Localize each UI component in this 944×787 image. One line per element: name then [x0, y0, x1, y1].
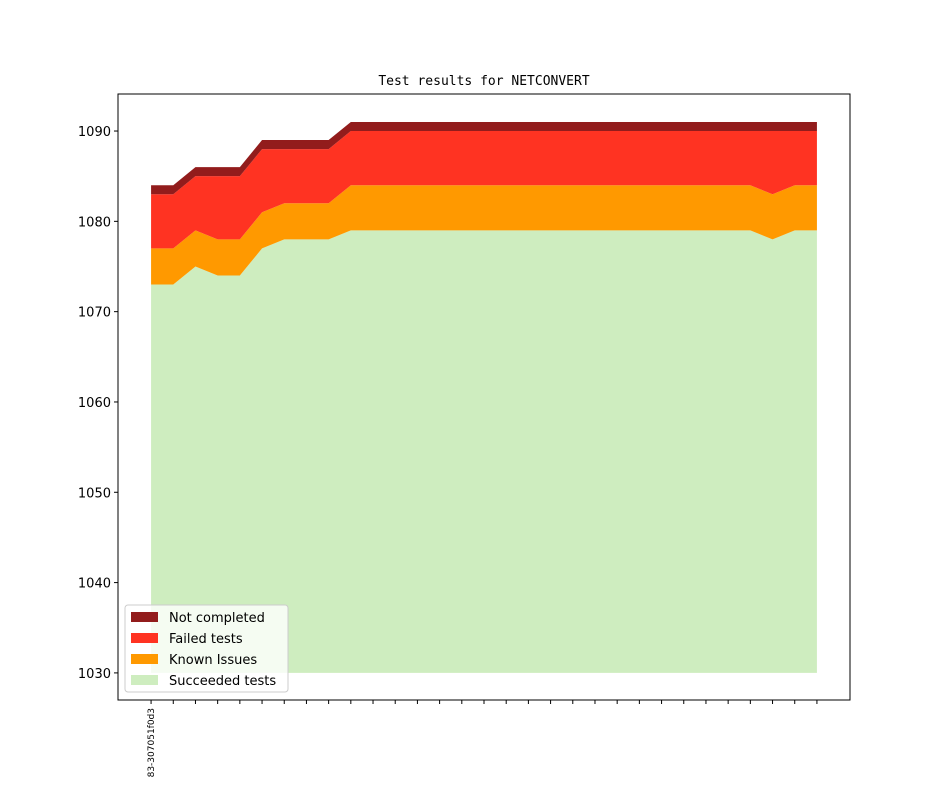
y-tick-label: 1090 — [78, 125, 111, 140]
area — [151, 185, 817, 285]
y-tick-label: 1080 — [78, 215, 111, 230]
y-tick-label: 1060 — [78, 396, 111, 411]
area — [151, 121, 817, 195]
area — [151, 131, 817, 249]
legend-label: Failed tests — [169, 632, 243, 647]
chart-title: Test results for NETCONVERT — [378, 74, 589, 89]
y-tick-label: 1040 — [78, 577, 111, 592]
legend-swatch — [131, 633, 158, 643]
y-tick-label: 1030 — [78, 667, 111, 682]
x-tick-label: 83-307051f0d3 — [147, 708, 157, 777]
legend-box — [124, 604, 289, 693]
area — [151, 230, 817, 673]
legend-label: Known Issues — [169, 653, 257, 668]
y-tick-label: 1070 — [78, 306, 111, 321]
y-tick-label: 1050 — [78, 486, 111, 501]
legend-label: Not completed — [169, 611, 265, 626]
legend-label: Succeeded tests — [169, 674, 276, 689]
legend-swatch — [131, 675, 158, 685]
legend-swatch — [131, 612, 158, 622]
legend-swatch — [131, 654, 158, 664]
